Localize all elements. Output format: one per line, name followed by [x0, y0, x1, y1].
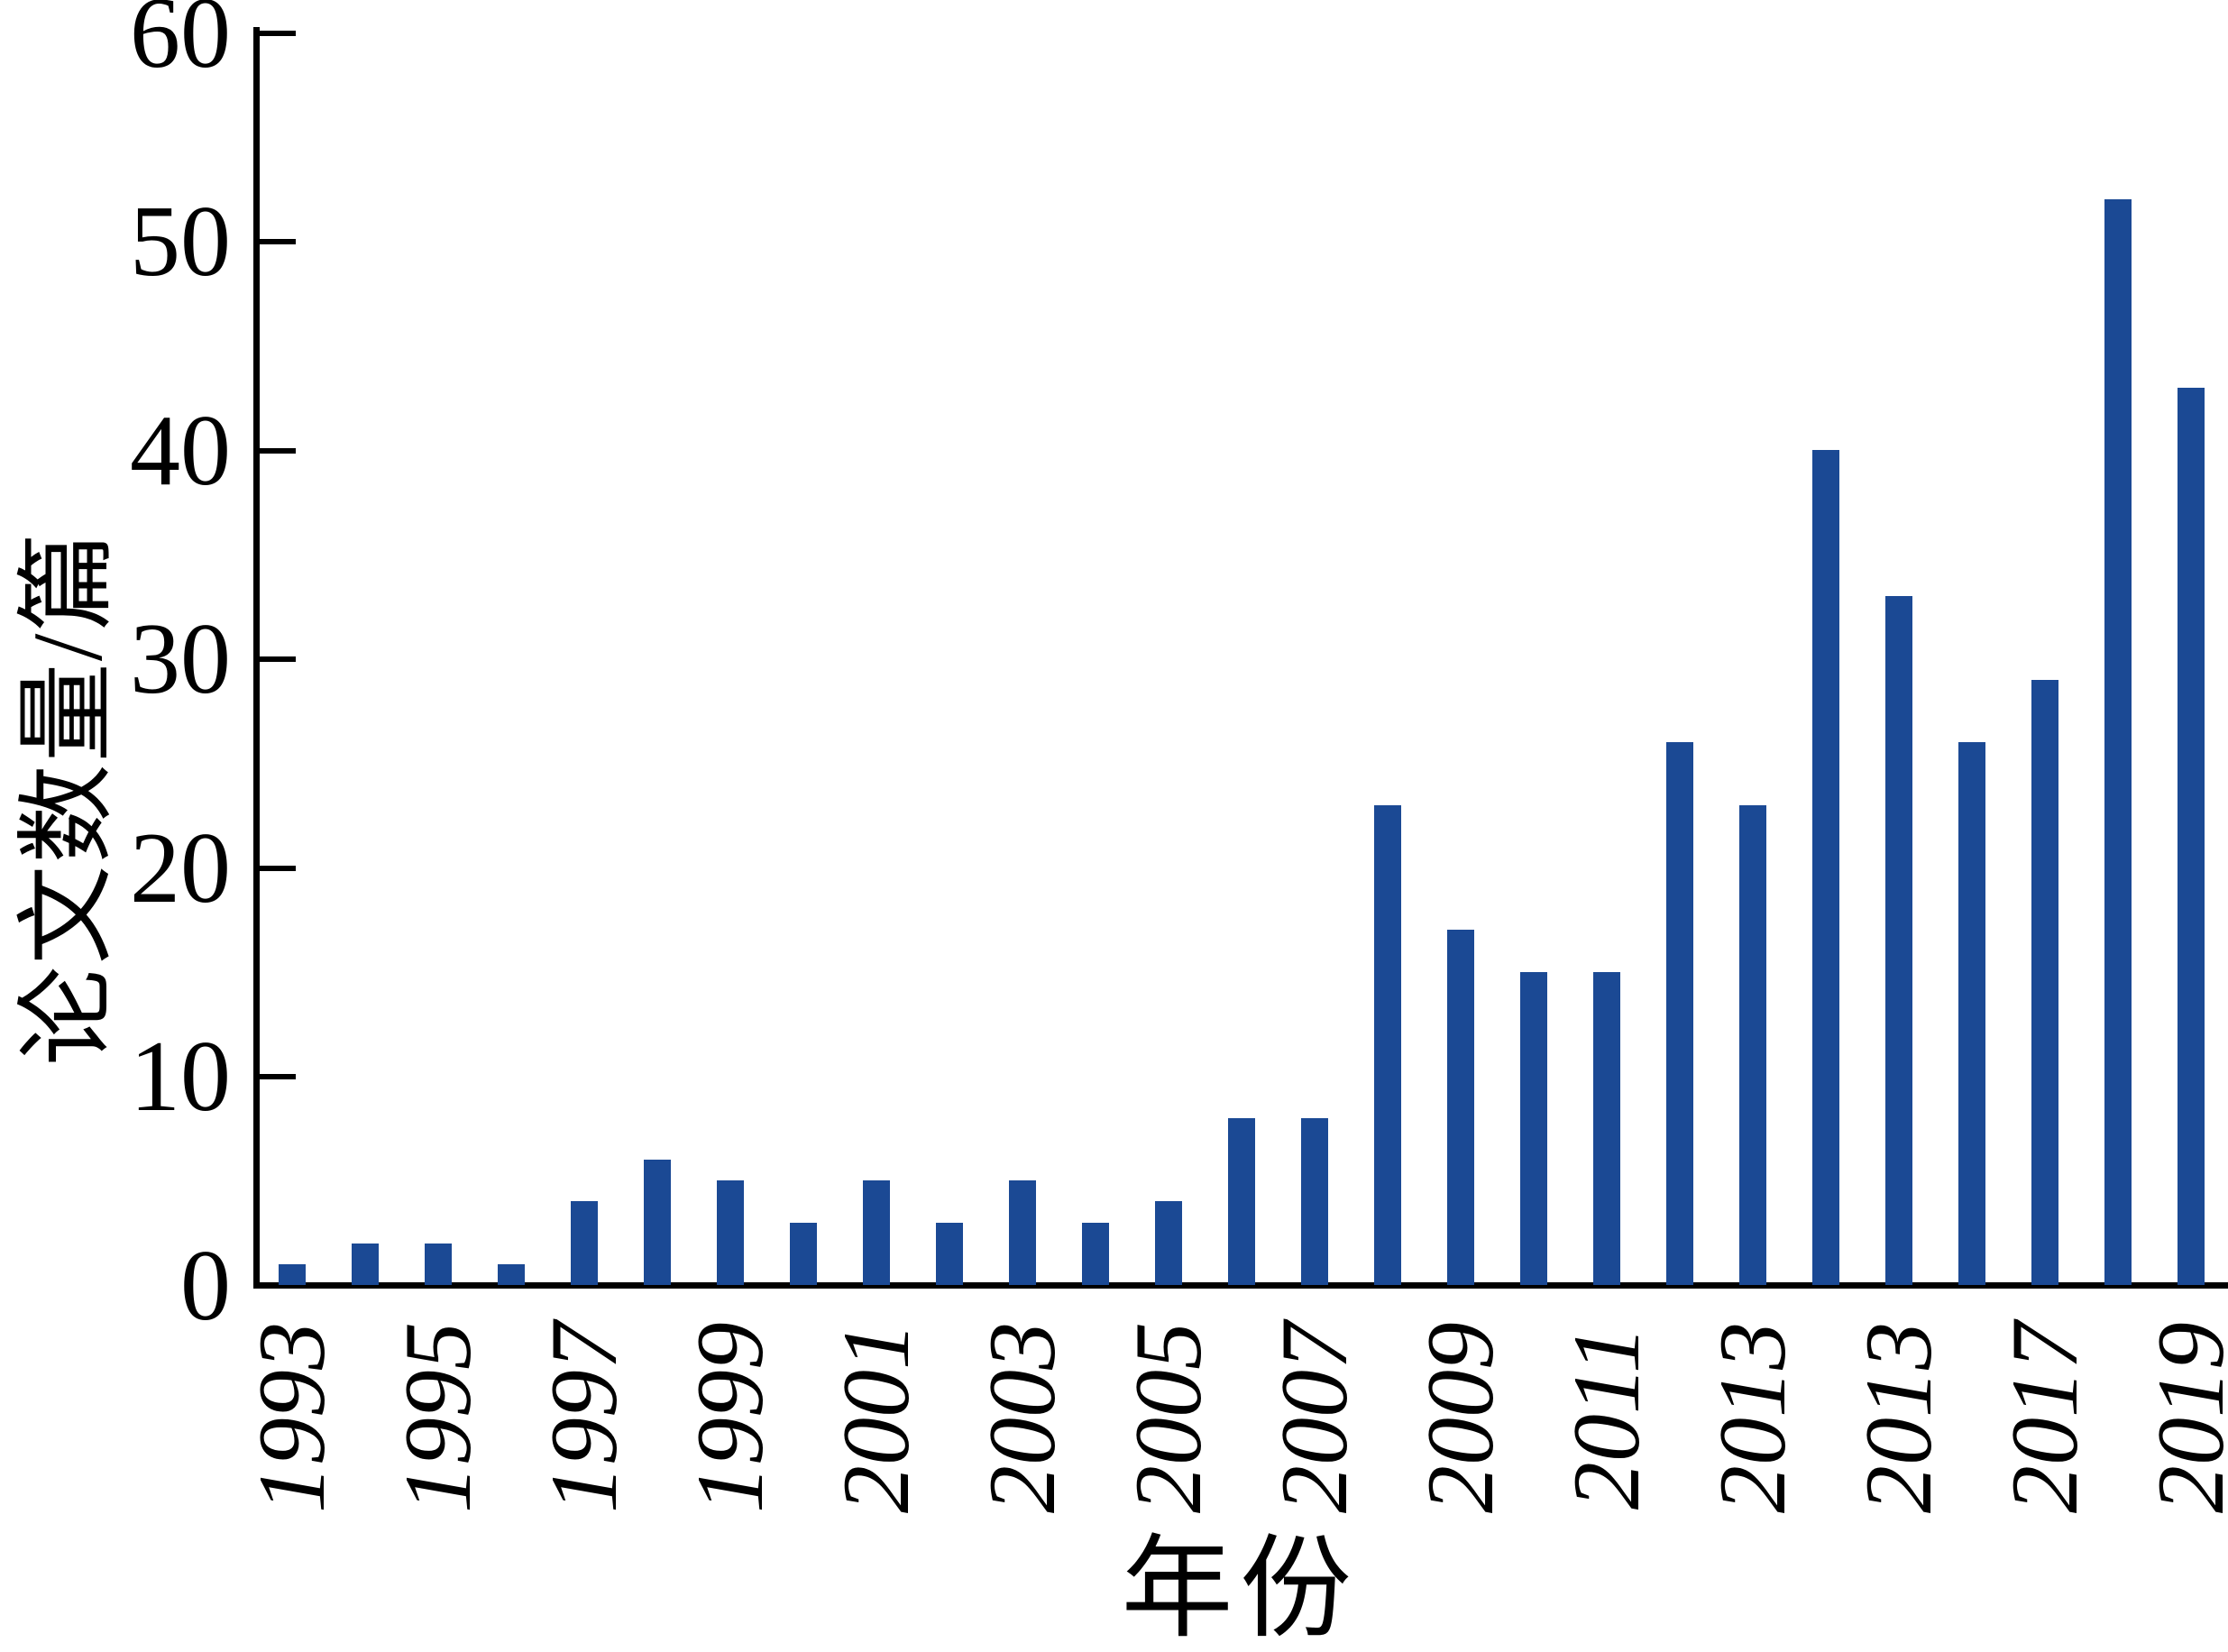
y-tick-60 [260, 30, 296, 36]
bar-2002 [936, 1223, 963, 1285]
bar-2010 [1520, 972, 1547, 1285]
bar-2013 [1739, 805, 1766, 1285]
y-tick-20 [260, 865, 296, 871]
y-tick-label-0: 0 [180, 1229, 231, 1342]
bar-1995 [425, 1244, 452, 1285]
bar-1997 [571, 1201, 598, 1285]
y-tick-label-30: 30 [130, 603, 231, 715]
y-tick-50 [260, 239, 296, 244]
x-tick-label-8-2009: 2009 [1407, 1322, 1513, 1513]
bar-2007 [1301, 1118, 1328, 1285]
x-tick-label-7-2007: 2007 [1261, 1322, 1367, 1513]
x-tick-label-3-1999: 1999 [677, 1322, 783, 1513]
bar-2000 [790, 1223, 817, 1285]
y-tick-10 [260, 1074, 296, 1079]
bar-2003 [1009, 1180, 1036, 1285]
y-tick-label-40: 40 [130, 394, 231, 507]
y-tick-label-60: 60 [130, 0, 231, 89]
y-tick-30 [260, 656, 296, 662]
x-tick-label-1-1995: 1995 [385, 1322, 491, 1513]
y-tick-label-10: 10 [130, 1021, 231, 1133]
bar-2011 [1593, 972, 1620, 1285]
x-tick-label-12-2017: 2017 [1992, 1322, 2097, 1513]
x-tick-label-2-1997: 1997 [531, 1322, 637, 1513]
bar-1993 [279, 1264, 306, 1285]
bar-2004 [1082, 1223, 1109, 1285]
bar-2016 [1958, 742, 1985, 1285]
bar-2012 [1666, 742, 1693, 1285]
x-tick-label-4-2001: 2001 [823, 1322, 929, 1513]
bar-1999 [717, 1180, 744, 1285]
bar-2014 [1812, 450, 1839, 1285]
bar-1994 [352, 1244, 379, 1285]
bar-2017 [2031, 680, 2058, 1285]
bar-2006 [1228, 1118, 1255, 1285]
y-tick-40 [260, 447, 296, 454]
x-tick-label-10-2013: 2013 [1700, 1322, 1805, 1513]
x-tick-label-5-2003: 2003 [969, 1322, 1075, 1513]
y-tick-label-20: 20 [130, 812, 231, 924]
x-tick-label-0-1993: 1993 [239, 1322, 344, 1513]
y-tick-label-50: 50 [130, 186, 231, 298]
x-tick-label-11-2013: 2013 [1846, 1322, 1951, 1513]
bar-2015 [1885, 596, 1912, 1285]
x-axis-line [253, 1282, 2228, 1289]
bar-1998 [644, 1160, 671, 1285]
bar-2005 [1155, 1201, 1182, 1285]
x-axis-title: 年份 [1121, 1528, 1359, 1651]
bar-2008 [1374, 805, 1401, 1285]
bar-2009 [1447, 930, 1474, 1285]
bar-2018 [2104, 199, 2132, 1285]
x-tick-label-9-2011: 2011 [1554, 1325, 1659, 1510]
bar-2019 [2178, 388, 2205, 1285]
y-axis-title: 论文数量/篇 [13, 530, 123, 1066]
bar-2001 [863, 1180, 890, 1285]
x-tick-label-6-2005: 2005 [1115, 1322, 1221, 1513]
x-tick-label-13-2019: 2019 [2138, 1322, 2228, 1513]
bar-1996 [498, 1264, 525, 1285]
y-axis-line [253, 27, 260, 1289]
